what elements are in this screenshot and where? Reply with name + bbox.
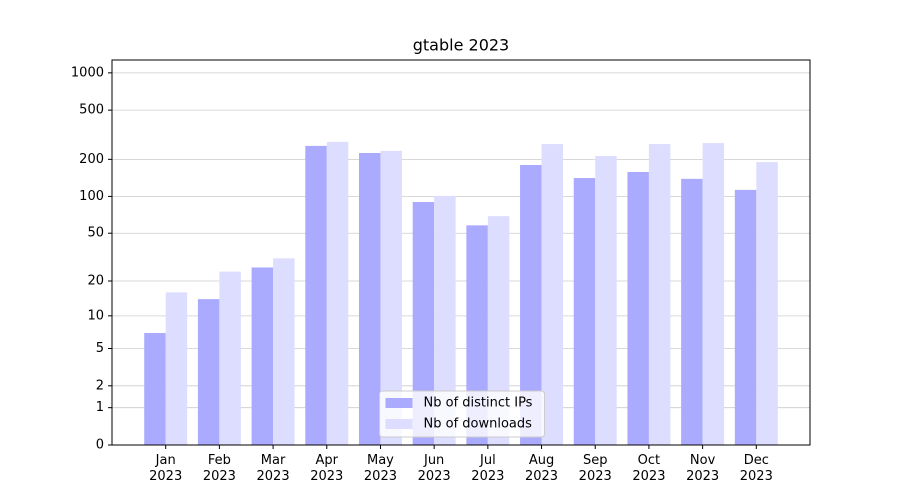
y-tick-label: 0 — [96, 438, 104, 453]
bar — [305, 145, 327, 445]
bar — [197, 299, 220, 445]
legend-swatch — [385, 419, 413, 429]
bar — [144, 332, 166, 445]
bar — [573, 178, 596, 446]
bar — [219, 271, 241, 445]
x-tick-label: Sep 2023 — [578, 453, 612, 484]
bar — [380, 150, 402, 445]
x-tick-label: Jul 2023 — [471, 453, 505, 484]
bar — [358, 153, 381, 445]
bar — [756, 162, 778, 446]
bar — [412, 202, 435, 445]
bar — [702, 143, 725, 445]
bar — [541, 144, 564, 445]
bar — [627, 171, 649, 445]
bar — [734, 189, 757, 445]
y-tick-label: 20 — [87, 274, 104, 289]
x-tick-label: Aug 2023 — [524, 453, 559, 484]
bar — [466, 225, 488, 445]
chart-title: gtable 2023 — [413, 36, 509, 55]
x-tick-label: May 2023 — [363, 453, 397, 484]
y-tick-label: 200 — [79, 152, 104, 167]
legend-label: Nb of downloads — [424, 417, 533, 432]
y-tick-label: 10 — [87, 308, 104, 323]
x-tick-label: Jun 2023 — [417, 453, 451, 484]
bar — [165, 292, 188, 445]
bar — [434, 195, 456, 445]
x-tick-label: Oct 2023 — [632, 453, 666, 484]
bar — [520, 164, 542, 445]
bar — [648, 144, 671, 445]
y-tick-label: 2 — [96, 378, 104, 393]
legend-box — [379, 390, 545, 438]
y-tick-label: 50 — [87, 226, 104, 241]
y-tick-label: 100 — [79, 189, 104, 204]
bar — [326, 141, 349, 445]
bar — [273, 258, 295, 445]
x-tick-label: Dec 2023 — [739, 453, 773, 484]
y-tick-label: 500 — [79, 103, 104, 118]
x-tick-label: Mar 2023 — [256, 453, 290, 484]
plot-frame — [111, 59, 811, 446]
y-tick-label: 5 — [96, 341, 104, 356]
bar — [681, 178, 703, 446]
x-tick-label: Apr 2023 — [310, 453, 344, 484]
legend-label: Nb of distinct IPs — [424, 396, 533, 411]
bar — [487, 216, 510, 445]
legend-swatch — [385, 398, 413, 408]
bar — [251, 267, 274, 445]
y-tick-label: 1 — [96, 400, 104, 415]
y-tick-label: 1000 — [71, 65, 104, 80]
x-tick-label: Jan 2023 — [149, 453, 183, 484]
x-tick-label: Nov 2023 — [686, 453, 720, 484]
x-tick-label: Feb 2023 — [202, 453, 236, 484]
bar — [595, 155, 617, 445]
